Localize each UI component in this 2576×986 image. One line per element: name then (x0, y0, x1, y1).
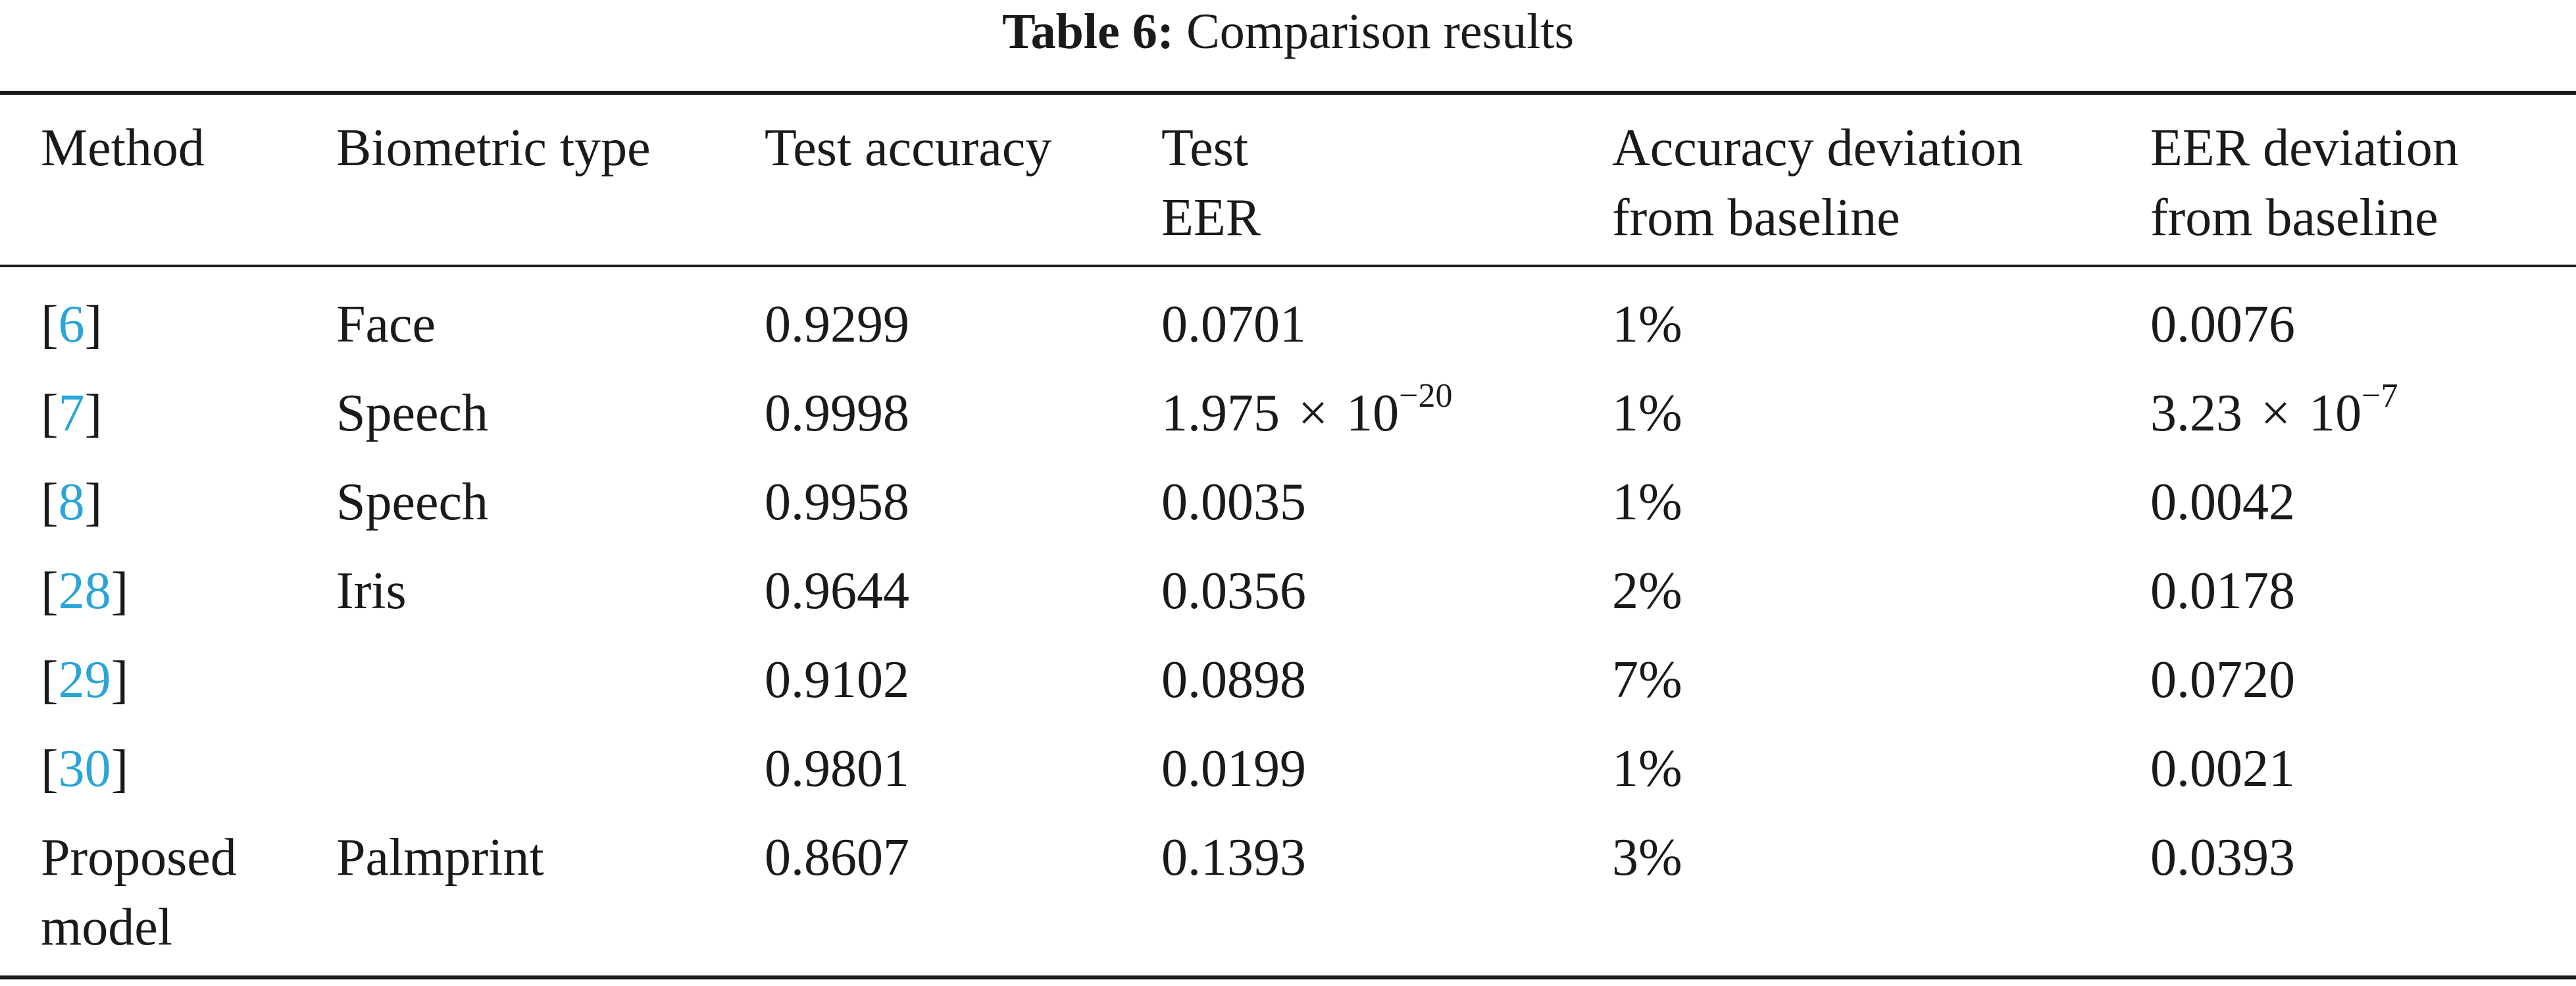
table-row-2-eer: 0.0035 (1161, 473, 1306, 531)
table-caption-label: Table 6: (1001, 4, 1174, 59)
table-row-0-biometric: Face (336, 296, 436, 353)
table-row-4-accuracy-deviation: 7% (1612, 651, 1682, 709)
table-row-2-method: [8] (41, 473, 103, 531)
column-header-accuracy-deviation: Accuracy deviation from baseline (1612, 119, 2023, 247)
table-row-3-accuracy: 0.9644 (765, 562, 909, 620)
header-rule (0, 265, 2576, 267)
eer-dev-exponent: −7 (2361, 377, 2398, 415)
column-header-test-eer: Test EER (1161, 119, 1261, 247)
table-row-3-eer: 0.0356 (1161, 562, 1306, 620)
table-row-0-method: [6] (41, 296, 103, 353)
table-caption: Table 6: Comparison results (0, 0, 2576, 66)
eer-mantissa: 1.975 (1161, 384, 1280, 442)
times-sign: × (2261, 384, 2291, 442)
bottom-rule (0, 975, 2576, 979)
table-row-3-eer-deviation: 0.0178 (2150, 562, 2295, 620)
table-row-2-accuracy-deviation: 1% (1612, 473, 1682, 531)
table-row-6-eer: 0.1393 (1161, 829, 1306, 887)
citation-link[interactable]: 30 (58, 740, 111, 798)
table-row-0-accuracy-deviation: 1% (1612, 296, 1682, 353)
table-row-5-method: [30] (41, 740, 129, 798)
table-row-4-eer-deviation: 0.0720 (2150, 651, 2295, 709)
column-header-eer-deviation: EER deviation from baseline (2150, 119, 2459, 247)
column-header-biometric-type: Biometric type (336, 119, 651, 177)
column-header-method: Method (41, 119, 205, 177)
table-row-5-accuracy: 0.9801 (765, 740, 909, 798)
citation-link[interactable]: 28 (58, 562, 111, 620)
top-rule (0, 91, 2576, 95)
table-row-2-eer-deviation: 0.0042 (2150, 473, 2295, 531)
table-row-4-accuracy: 0.9102 (765, 651, 909, 709)
table-row-0-eer-deviation: 0.0076 (2150, 296, 2295, 353)
table-row-4-eer: 0.0898 (1161, 651, 1306, 709)
table-row-2-biometric: Speech (336, 473, 489, 531)
table-row-1-accuracy: 0.9998 (765, 384, 909, 442)
table-row-1-eer-deviation: 3.23 × 10−7 (2150, 377, 2398, 455)
table-row-0-eer: 0.0701 (1161, 296, 1306, 353)
table-row-3-biometric: Iris (336, 562, 407, 620)
table-row-1-accuracy-deviation: 1% (1612, 384, 1682, 442)
table-row-3-accuracy-deviation: 2% (1612, 562, 1682, 620)
eer-dev-base: 10 (2309, 384, 2362, 442)
citation-link[interactable]: 6 (58, 296, 85, 353)
eer-dev-mantissa: 3.23 (2150, 384, 2242, 442)
times-sign: × (1298, 384, 1328, 442)
table-row-2-accuracy: 0.9958 (765, 473, 909, 531)
citation-link[interactable]: 29 (58, 651, 111, 709)
table-row-6-eer-deviation: 0.0393 (2150, 829, 2295, 887)
table-row-1-biometric: Speech (336, 384, 489, 442)
table-row-5-eer-deviation: 0.0021 (2150, 740, 2295, 798)
citation-link[interactable]: 7 (58, 384, 85, 442)
table-row-0-accuracy: 0.9299 (765, 296, 909, 353)
citation-link[interactable]: 8 (58, 473, 85, 531)
table-row-6-biometric: Palmprint (336, 829, 544, 887)
table-row-5-accuracy-deviation: 1% (1612, 740, 1682, 798)
table-row-6-method: Proposed model (41, 829, 237, 956)
eer-base: 10 (1346, 384, 1400, 442)
eer-exponent: −20 (1399, 377, 1453, 415)
table-caption-text: Comparison results (1186, 4, 1575, 59)
table-row-6-accuracy: 0.8607 (765, 829, 909, 887)
table-row-6-accuracy-deviation: 3% (1612, 829, 1682, 887)
table-row-1-eer: 1.975 × 10−20 (1161, 377, 1453, 455)
table-row-3-method: [28] (41, 562, 129, 620)
table-row-4-method: [29] (41, 651, 129, 709)
column-header-test-accuracy: Test accuracy (765, 119, 1052, 177)
table-row-1-method: [7] (41, 384, 103, 442)
table-row-5-eer: 0.0199 (1161, 740, 1306, 798)
